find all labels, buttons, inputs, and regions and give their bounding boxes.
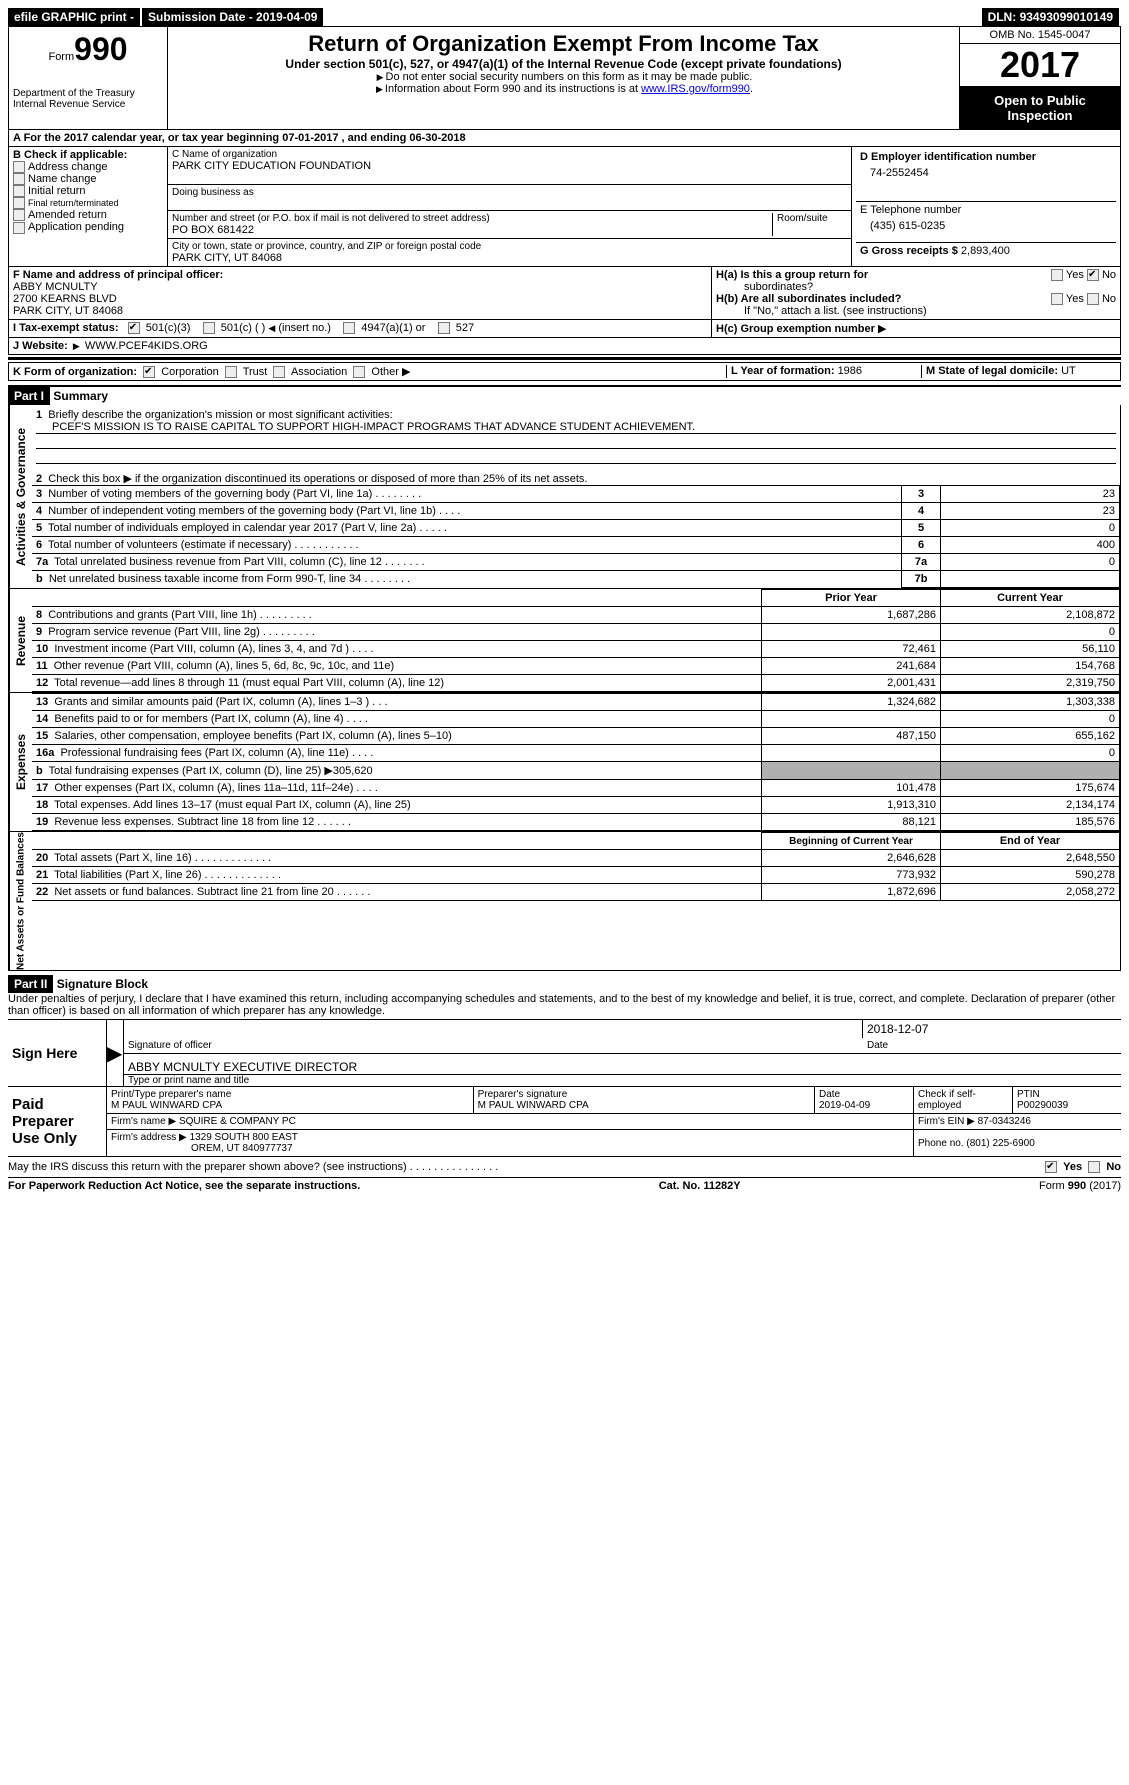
cb-501c[interactable] bbox=[203, 322, 215, 334]
section-a: A For the 2017 calendar year, or tax yea… bbox=[8, 130, 1121, 147]
expenses-label: Expenses bbox=[9, 693, 32, 831]
cb-4947[interactable] bbox=[343, 322, 355, 334]
open-inspection: Open to Public Inspection bbox=[960, 87, 1120, 129]
cb-527[interactable] bbox=[438, 322, 450, 334]
paid-preparer-label: Paid Preparer Use Only bbox=[8, 1087, 107, 1156]
section-k: K Form of organization: Corporation Trus… bbox=[13, 365, 726, 378]
form-label: Form bbox=[48, 51, 74, 63]
sig-date: 2018-12-07 bbox=[862, 1020, 1121, 1038]
mission-text: PCEF'S MISSION IS TO RAISE CAPITAL TO SU… bbox=[36, 421, 1116, 434]
dept-treasury: Department of the Treasury bbox=[13, 88, 163, 99]
city-state-zip: PARK CITY, UT 84068 bbox=[172, 252, 847, 264]
section-c: C Name of organization PARK CITY EDUCATI… bbox=[168, 147, 852, 266]
cb-trust[interactable] bbox=[225, 366, 237, 378]
ptin: P00290039 bbox=[1017, 1100, 1117, 1111]
omb-number: OMB No. 1545-0047 bbox=[960, 27, 1120, 44]
section-i: I Tax-exempt status: 501(c)(3) 501(c) ( … bbox=[9, 320, 712, 337]
form-title: Return of Organization Exempt From Incom… bbox=[172, 31, 955, 57]
sections-bcd: B Check if applicable: Address change Na… bbox=[8, 147, 1121, 267]
sections-fh: F Name and address of principal officer:… bbox=[8, 267, 1121, 320]
netassets-section: Net Assets or Fund Balances Beginning of… bbox=[8, 832, 1121, 971]
cb-corp[interactable] bbox=[143, 366, 155, 378]
section-l: L Year of formation: 1986 bbox=[726, 365, 921, 378]
governance-table: 3 Number of voting members of the govern… bbox=[32, 485, 1120, 588]
preparer-date: 2019-04-09 bbox=[819, 1100, 909, 1111]
irs: Internal Revenue Service bbox=[13, 99, 163, 110]
section-j: J Website: WWW.PCEF4KIDS.ORG bbox=[8, 338, 1121, 355]
cb-discuss-yes[interactable] bbox=[1045, 1161, 1057, 1173]
part2-header: Part II bbox=[8, 975, 53, 993]
form-number: 990 bbox=[74, 31, 127, 67]
officer-name: ABBY MCNULTY bbox=[13, 281, 707, 293]
section-m: M State of legal domicile: UT bbox=[921, 365, 1116, 378]
cb-other[interactable] bbox=[353, 366, 365, 378]
discuss-text: May the IRS discuss this return with the… bbox=[8, 1161, 1045, 1173]
cb-address-change[interactable] bbox=[13, 161, 25, 173]
section-f: F Name and address of principal officer:… bbox=[9, 267, 712, 319]
netassets-label: Net Assets or Fund Balances bbox=[9, 832, 32, 970]
irs-link[interactable]: www.IRS.gov/form990 bbox=[641, 83, 750, 95]
officer-addr2: PARK CITY, UT 84068 bbox=[13, 305, 707, 317]
governance-label: Activities & Governance bbox=[9, 405, 32, 588]
gross-receipts: 2,893,400 bbox=[961, 245, 1010, 257]
section-hc: H(c) Group exemption number ▶ bbox=[712, 320, 1120, 337]
street-address: PO BOX 681422 bbox=[172, 224, 768, 236]
firm-name: SQUIRE & COMPANY PC bbox=[179, 1116, 296, 1127]
form-subtitle: Under section 501(c), 527, or 4947(a)(1)… bbox=[172, 57, 955, 71]
section-b: B Check if applicable: Address change Na… bbox=[9, 147, 168, 266]
expenses-table: 13 Grants and similar amounts paid (Part… bbox=[32, 693, 1120, 831]
firm-addr1: 1329 SOUTH 800 EAST bbox=[190, 1132, 298, 1143]
cb-assoc[interactable] bbox=[273, 366, 285, 378]
ein: 74-2552454 bbox=[860, 163, 1112, 179]
form-header: Form990 Department of the Treasury Inter… bbox=[8, 26, 1121, 130]
netassets-table: Beginning of Current YearEnd of Year 20 … bbox=[32, 832, 1120, 901]
preparer-name: M PAUL WINWARD CPA bbox=[111, 1100, 469, 1111]
officer-type-name: ABBY MCNULTY EXECUTIVE DIRECTOR bbox=[124, 1054, 1121, 1075]
firm-phone: (801) 225-6900 bbox=[966, 1138, 1034, 1149]
website: WWW.PCEF4KIDS.ORG bbox=[85, 340, 208, 352]
cb-discuss-no[interactable] bbox=[1088, 1161, 1100, 1173]
governance-section: Activities & Governance 1 Briefly descri… bbox=[8, 405, 1121, 589]
part1-title: Summary bbox=[53, 389, 108, 403]
phone: (435) 615-0235 bbox=[860, 216, 1112, 232]
page-footer: For Paperwork Reduction Act Notice, see … bbox=[8, 1177, 1121, 1192]
cb-ha-no[interactable] bbox=[1087, 269, 1099, 281]
part1-header: Part I bbox=[8, 387, 50, 405]
perjury-text: Under penalties of perjury, I declare th… bbox=[8, 993, 1121, 1020]
org-name: PARK CITY EDUCATION FOUNDATION bbox=[172, 160, 847, 172]
cb-ha-yes[interactable] bbox=[1051, 269, 1063, 281]
revenue-table: Prior YearCurrent Year 8 Contributions a… bbox=[32, 589, 1120, 692]
dba bbox=[172, 198, 847, 208]
cb-name-change[interactable] bbox=[13, 173, 25, 185]
sign-here-label: Sign Here bbox=[8, 1020, 107, 1086]
efile-label: efile GRAPHIC print - bbox=[8, 8, 140, 26]
note-ssn: Do not enter social security numbers on … bbox=[386, 71, 753, 83]
tax-year: 2017 bbox=[960, 44, 1120, 87]
cb-501c3[interactable] bbox=[128, 322, 140, 334]
part2-title: Signature Block bbox=[57, 977, 148, 991]
cb-final-return[interactable] bbox=[13, 197, 25, 209]
cb-hb-yes[interactable] bbox=[1051, 293, 1063, 305]
cb-hb-no[interactable] bbox=[1087, 293, 1099, 305]
preparer-sig: M PAUL WINWARD CPA bbox=[478, 1100, 810, 1111]
firm-addr2: OREM, UT 840977737 bbox=[111, 1143, 293, 1154]
expenses-section: Expenses 13 Grants and similar amounts p… bbox=[8, 693, 1121, 832]
revenue-label: Revenue bbox=[9, 589, 32, 692]
cb-initial-return[interactable] bbox=[13, 185, 25, 197]
officer-addr1: 2700 KEARNS BLVD bbox=[13, 293, 707, 305]
note-info: Information about Form 990 and its instr… bbox=[385, 83, 641, 95]
dln: DLN: 93493099010149 bbox=[982, 8, 1119, 26]
revenue-section: Revenue Prior YearCurrent Year 8 Contrib… bbox=[8, 589, 1121, 693]
top-bar: efile GRAPHIC print - Submission Date - … bbox=[8, 8, 1121, 26]
section-h: H(a) Is this a group return forsubordina… bbox=[712, 267, 1120, 319]
submission-date: Submission Date - 2019-04-09 bbox=[142, 8, 323, 26]
firm-ein: 87-0343246 bbox=[978, 1116, 1031, 1127]
cb-amended[interactable] bbox=[13, 209, 25, 221]
cb-pending[interactable] bbox=[13, 222, 25, 234]
